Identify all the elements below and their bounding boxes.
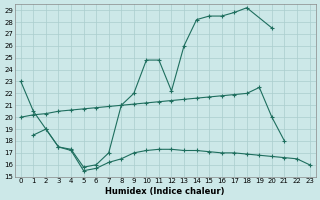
X-axis label: Humidex (Indice chaleur): Humidex (Indice chaleur) <box>106 187 225 196</box>
